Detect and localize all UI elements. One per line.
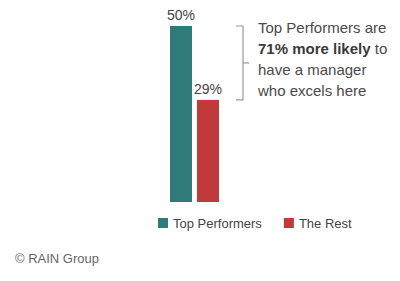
- annotation-text: 71% more likely: [258, 40, 371, 57]
- data-label: 50%: [167, 7, 195, 23]
- bar: [197, 100, 219, 202]
- annotation-text: Top Performers are: [258, 19, 386, 36]
- legend-swatch: [284, 218, 294, 228]
- annotation: Top Performers are 71% more likely to ha…: [258, 17, 393, 101]
- bracket: [236, 26, 249, 100]
- legend: Top Performers The Rest: [158, 216, 352, 231]
- legend-label: The Rest: [299, 216, 352, 231]
- legend-label: Top Performers: [173, 216, 262, 231]
- bracket-tick: [243, 62, 249, 63]
- bar: [170, 26, 192, 202]
- bracket-line: [236, 26, 243, 100]
- source: © RAIN Group: [15, 251, 99, 266]
- data-labels: 50% 29%: [167, 7, 222, 97]
- data-label: 29%: [194, 81, 222, 97]
- legend-swatch: [158, 218, 168, 228]
- bars: [170, 26, 219, 202]
